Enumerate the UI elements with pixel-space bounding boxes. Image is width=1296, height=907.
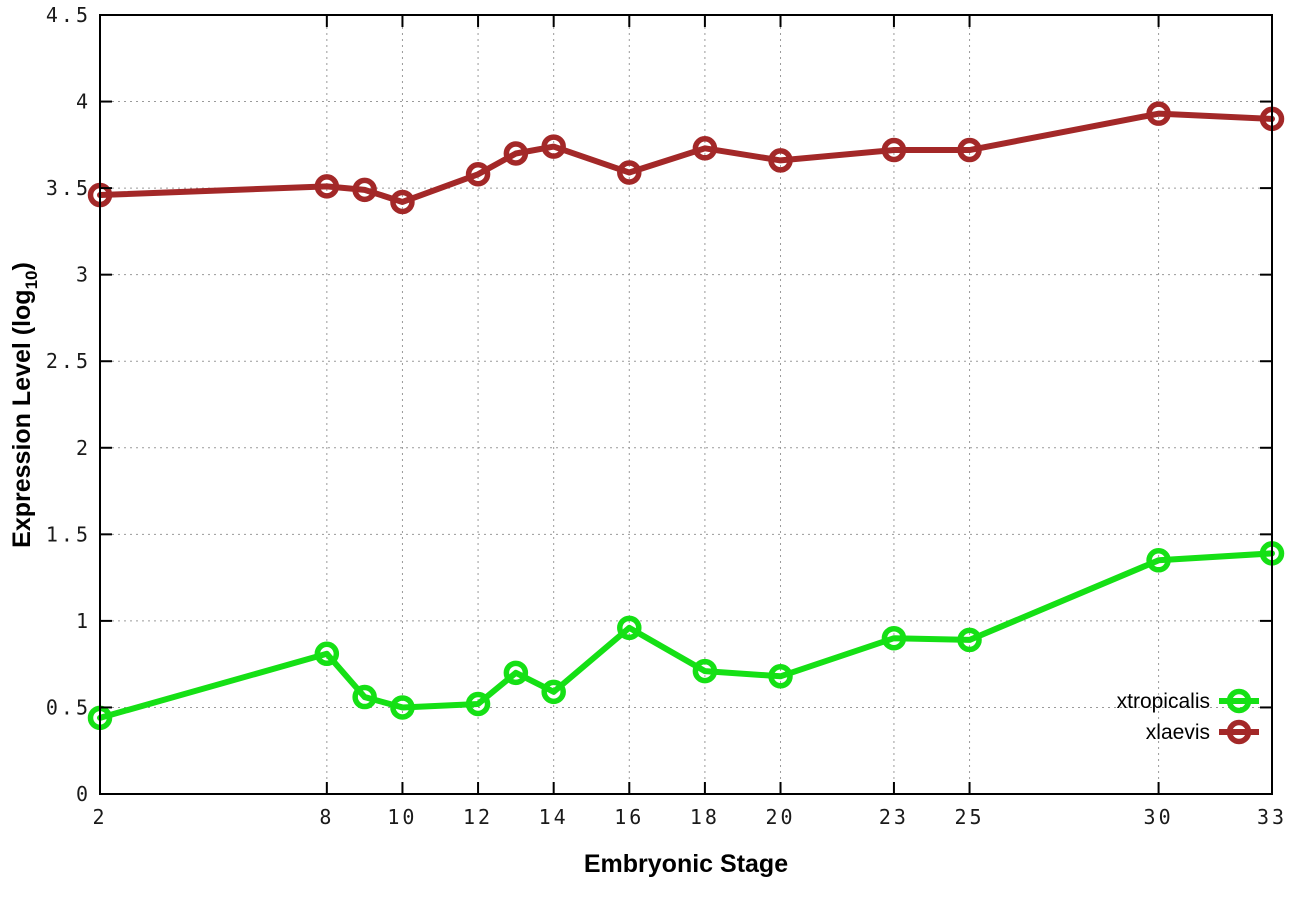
data-point-xlaevis-stage-14 — [541, 134, 566, 159]
data-point-xlaevis-stage-13 — [503, 141, 529, 166]
data-point-xtropicalis-stage-14 — [541, 679, 566, 705]
tick-label-layer: 0 0.5 1 1.5 2 2.5 3 3.5 4 4.5 2 8 10 12 14 16 18 20 23 25 30… — [46, 3, 1287, 829]
data-point-xtropicalis-stage-20 — [768, 664, 793, 689]
grid-layer — [100, 15, 1272, 794]
y-tick-label: 0 — [76, 782, 91, 806]
x-tick-label: 8 — [319, 805, 334, 829]
data-point-xtropicalis-stage-18 — [692, 658, 718, 684]
x-tick-label: 14 — [539, 805, 569, 829]
data-point-xtropicalis-stage-30 — [1146, 548, 1171, 573]
plot-frame-layer — [99, 14, 1273, 795]
data-point-xlaevis-stage-20 — [768, 148, 793, 173]
y-tick-label: 4 — [76, 90, 91, 114]
legend-label-xlaevis: xlaevis — [1146, 721, 1210, 744]
y-tick-label: 4.5 — [46, 3, 91, 27]
data-point-xlaevis-stage-9 — [352, 177, 377, 203]
x-tick-label: 33 — [1257, 805, 1287, 829]
y-tick-label: 3.5 — [46, 176, 91, 200]
x-tick-label: 30 — [1144, 805, 1174, 829]
y-axis-label-close: ) — [8, 262, 36, 270]
data-point-xlaevis-stage-8 — [314, 174, 340, 199]
x-tick-label: 25 — [955, 805, 985, 829]
x-tick-label: 10 — [387, 805, 417, 829]
data-point-xlaevis-stage-18 — [692, 136, 718, 161]
data-point-xtropicalis-stage-25 — [957, 627, 982, 653]
y-tick-label: 3 — [76, 263, 91, 287]
data-point-xlaevis-stage-25 — [957, 137, 982, 163]
data-point-xlaevis-stage-10 — [390, 189, 415, 215]
x-tick-label: 23 — [879, 805, 909, 829]
data-point-xlaevis-stage-16 — [617, 160, 642, 185]
y-axis-label-main: Expression Level (log — [8, 289, 36, 547]
data-point-xlaevis-stage-23 — [881, 137, 907, 163]
data-point-xtropicalis-stage-13 — [503, 660, 529, 686]
legend-marker-xlaevis — [1226, 719, 1252, 745]
y-tick-label: 1 — [76, 609, 91, 633]
y-tick-label: 2 — [76, 436, 91, 460]
x-tick-label: 16 — [614, 805, 644, 829]
y-tick-label: 0.5 — [46, 695, 91, 719]
data-point-xtropicalis-stage-9 — [352, 684, 377, 710]
y-axis-label: Expression Level (log10) — [8, 262, 41, 548]
data-point-xtropicalis-stage-10 — [390, 695, 415, 720]
series-line-xtropicalis — [97, 550, 1275, 721]
series-layer — [87, 101, 1285, 731]
data-point-xtropicalis-stage-23 — [881, 625, 907, 651]
data-point-xlaevis-stage-12 — [465, 162, 491, 187]
y-axis-label-subscript: 10 — [22, 270, 41, 289]
legend: xtropicalis xlaevis — [1117, 688, 1259, 745]
data-point-xtropicalis-stage-8 — [314, 641, 340, 667]
legend-marker-xtropicalis — [1226, 688, 1252, 714]
x-tick-label: 2 — [92, 805, 107, 829]
y-tick-label: 2.5 — [46, 349, 91, 373]
x-tick-label: 20 — [765, 805, 795, 829]
legend-label-xtropicalis: xtropicalis — [1117, 690, 1210, 713]
data-point-xtropicalis-stage-12 — [465, 691, 491, 717]
data-point-xlaevis-stage-30 — [1146, 101, 1171, 126]
data-point-xtropicalis-stage-16 — [617, 615, 642, 641]
x-tick-label: 18 — [690, 805, 720, 829]
plot-border — [99, 14, 1273, 795]
x-tick-label: 12 — [463, 805, 493, 829]
y-tick-label: 1.5 — [46, 522, 91, 546]
series-line-xlaevis — [97, 110, 1275, 205]
x-axis-label: Embryonic Stage — [584, 850, 788, 878]
